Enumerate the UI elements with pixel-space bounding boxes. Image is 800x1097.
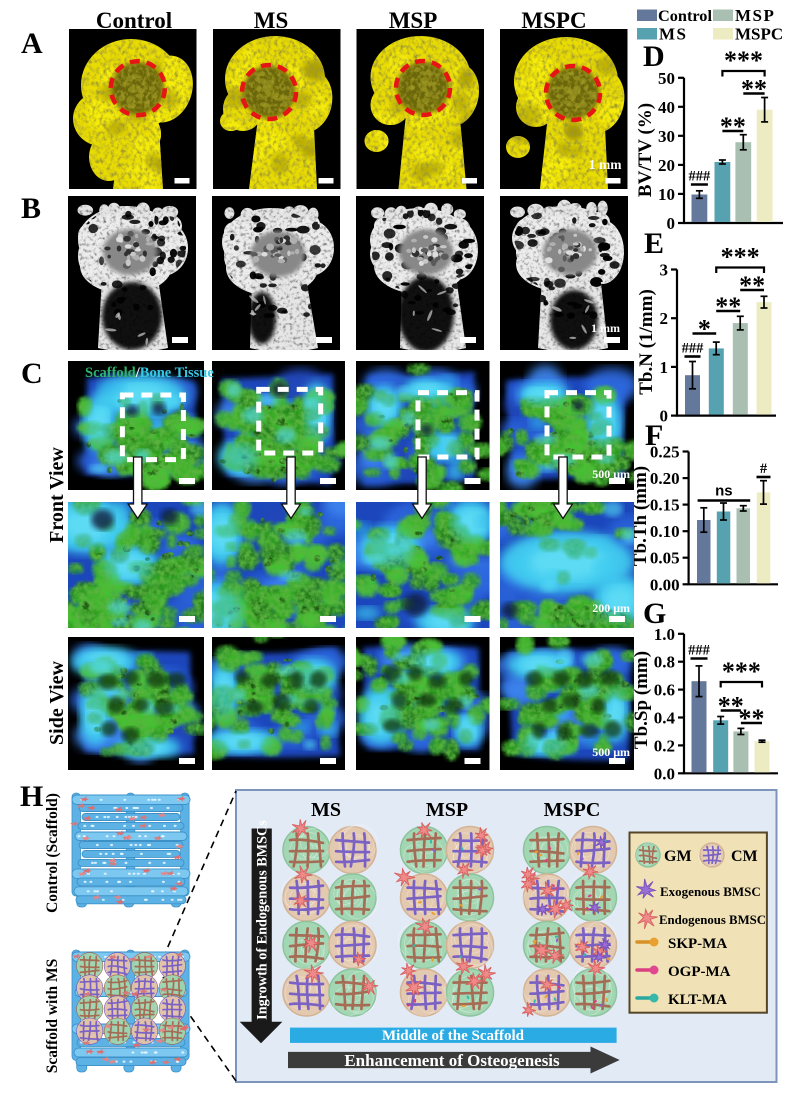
svg-text:0.8: 0.8	[654, 653, 675, 672]
svg-text:1.0: 1.0	[654, 625, 675, 644]
svg-text:0.0: 0.0	[654, 764, 675, 783]
svg-text:G: G	[643, 597, 666, 630]
svg-text:500 μm: 500 μm	[592, 745, 630, 759]
svg-text:MSP: MSP	[389, 8, 438, 33]
svg-text:###: ###	[682, 341, 705, 357]
svg-text:Front View: Front View	[46, 447, 68, 543]
svg-text:0: 0	[660, 407, 669, 426]
svg-text:**: **	[741, 75, 767, 104]
svg-text:0.05: 0.05	[650, 549, 680, 568]
svg-text:3: 3	[660, 261, 669, 280]
svg-text:###: ###	[689, 169, 712, 185]
svg-text:Tb.N (1/mm): Tb.N (1/mm)	[636, 289, 657, 395]
svg-text:***: ***	[722, 657, 761, 686]
svg-text:**: **	[715, 292, 741, 321]
svg-text:2: 2	[660, 309, 669, 328]
svg-text:MSP: MSP	[735, 6, 775, 25]
svg-text:H: H	[20, 780, 43, 813]
svg-text:MS: MS	[311, 799, 341, 821]
svg-text:Ingrowth of Endogenous BMSCs: Ingrowth of Endogenous BMSCs	[255, 820, 271, 1020]
svg-text:***: ***	[724, 46, 763, 75]
svg-text:0.00: 0.00	[650, 575, 680, 594]
svg-text:0.25: 0.25	[650, 443, 680, 462]
svg-text:1 mm: 1 mm	[591, 321, 620, 335]
svg-text:30: 30	[658, 127, 675, 146]
svg-text:200 μm: 200 μm	[592, 601, 630, 615]
svg-text:Scaffold/Bone Tissue: Scaffold/Bone Tissue	[85, 365, 214, 381]
svg-text:Tb.Sp (mm): Tb.Sp (mm)	[631, 651, 652, 749]
svg-text:OGP-MA: OGP-MA	[668, 964, 731, 980]
svg-text:Tb.Th (mm): Tb.Th (mm)	[630, 466, 651, 566]
svg-text:40: 40	[658, 98, 675, 117]
svg-text:50: 50	[658, 69, 675, 88]
svg-text:Control (Scaffold): Control (Scaffold)	[44, 793, 61, 913]
svg-text:0.2: 0.2	[654, 736, 675, 755]
svg-text:*: *	[698, 315, 711, 344]
svg-text:0: 0	[667, 214, 676, 233]
svg-text:Side View: Side View	[46, 661, 68, 745]
svg-text:A: A	[21, 27, 43, 60]
svg-text:MS: MS	[659, 25, 688, 44]
svg-text:0.6: 0.6	[654, 681, 675, 700]
svg-text:**: **	[720, 112, 746, 141]
svg-text:500 μm: 500 μm	[592, 467, 630, 481]
svg-text:20: 20	[658, 156, 675, 175]
svg-text:D: D	[643, 40, 665, 73]
svg-text:10: 10	[658, 185, 675, 204]
svg-text:Middle of the Scaffold: Middle of the Scaffold	[382, 1028, 525, 1044]
svg-text:Scaffold with MS: Scaffold with MS	[44, 959, 61, 1074]
svg-text:0.10: 0.10	[650, 522, 680, 541]
svg-text:Control: Control	[96, 8, 172, 33]
svg-text:F: F	[645, 419, 663, 452]
svg-text:1: 1	[660, 358, 669, 377]
svg-text:BV/TV (%): BV/TV (%)	[635, 103, 656, 197]
svg-text:#: #	[760, 461, 768, 477]
svg-text:**: **	[718, 692, 744, 721]
svg-text:Control: Control	[658, 6, 712, 25]
svg-text:***: ***	[721, 243, 760, 272]
svg-text:GM: GM	[664, 848, 692, 865]
svg-text:SKP-MA: SKP-MA	[668, 936, 727, 952]
svg-text:0.15: 0.15	[650, 496, 680, 515]
svg-text:MSPC: MSPC	[521, 8, 586, 33]
svg-text:**: **	[738, 704, 764, 733]
svg-text:B: B	[21, 192, 41, 225]
svg-text:###: ###	[688, 643, 711, 659]
svg-text:MSPC: MSPC	[544, 799, 601, 821]
svg-text:E: E	[644, 227, 664, 260]
svg-text:ns: ns	[715, 483, 733, 500]
svg-text:Enhancement of Osteogenesis: Enhancement of Osteogenesis	[344, 1051, 560, 1070]
svg-text:**: **	[739, 271, 765, 300]
svg-text:KLT-MA: KLT-MA	[668, 992, 727, 1008]
svg-text:MSPC: MSPC	[735, 25, 783, 44]
svg-text:C: C	[21, 357, 43, 390]
svg-text:MSP: MSP	[426, 799, 468, 821]
svg-text:0.20: 0.20	[650, 469, 680, 488]
svg-text:CM: CM	[731, 848, 758, 865]
svg-text:MS: MS	[254, 8, 289, 33]
svg-text:Endogenous BMSC: Endogenous BMSC	[659, 913, 766, 927]
svg-text:0.4: 0.4	[654, 709, 676, 728]
svg-text:Exogenous BMSC: Exogenous BMSC	[660, 884, 761, 899]
svg-text:1 mm: 1 mm	[589, 157, 622, 172]
